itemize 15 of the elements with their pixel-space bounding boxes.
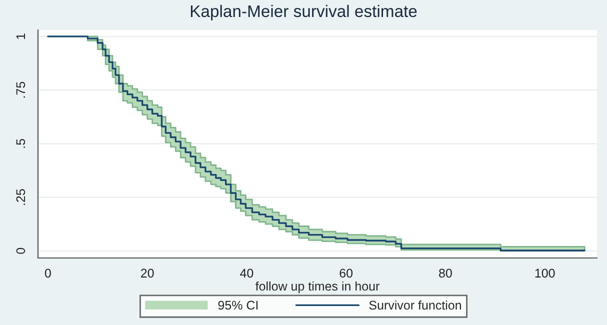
y-tick-label: .5 (16, 138, 26, 148)
y-tick-label: .75 (16, 82, 26, 98)
y-tick-label: .25 (16, 189, 26, 205)
x-tick-label: 100 (535, 268, 555, 278)
x-tick-label: 60 (340, 268, 353, 278)
y-tick-label: 1 (16, 34, 25, 39)
x-tick-label: 20 (140, 268, 154, 278)
x-tick-label: 80 (439, 268, 452, 278)
chart-title: Kaplan-Meier survival estimate (190, 4, 417, 20)
x-tick-label: 40 (240, 268, 254, 278)
x-axis-title: follow up times in hour (256, 281, 380, 294)
x-tick-label: 0 (44, 268, 51, 278)
text: 95% CI (218, 300, 258, 310)
legend-label: Survivor function (369, 300, 461, 310)
y-tick-label: 0 (16, 248, 26, 254)
